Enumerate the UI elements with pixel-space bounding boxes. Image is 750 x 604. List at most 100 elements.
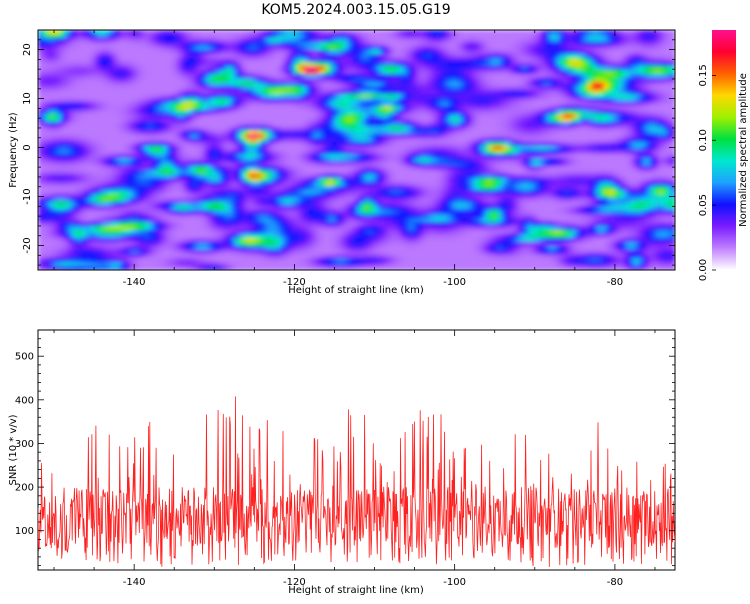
heatmap-cell	[253, 78, 258, 83]
heatmap-cell	[50, 66, 55, 71]
heatmap-cell	[38, 110, 43, 115]
heatmap-cell	[261, 134, 266, 139]
heatmap-cell	[444, 134, 449, 139]
heatmap-cell	[400, 34, 405, 39]
heatmap-cell	[364, 138, 369, 143]
heatmap-cell	[468, 42, 473, 47]
heatmap-cell	[94, 34, 99, 39]
heatmap-cell	[273, 122, 278, 127]
heatmap-cell	[142, 38, 147, 43]
heatmap-cell	[145, 106, 150, 111]
heatmap-cell	[185, 82, 190, 87]
heatmap-cell	[607, 130, 612, 135]
heatmap-cell	[189, 90, 194, 95]
heatmap-cell	[420, 118, 425, 123]
heatmap-cell	[249, 94, 254, 99]
heatmap-cell	[635, 106, 640, 111]
heatmap-cell	[181, 74, 186, 79]
heatmap-cell	[643, 102, 648, 107]
heatmap-cell	[106, 58, 111, 63]
heatmap-cell	[548, 50, 553, 55]
heatmap-cell	[317, 90, 322, 95]
heatmap-cell	[496, 126, 501, 131]
heatmap-cell	[253, 46, 258, 51]
heatmap-cell	[556, 134, 561, 139]
heatmap-cell	[241, 38, 246, 43]
heatmap-cell	[153, 86, 158, 91]
heatmap-cell	[205, 54, 210, 59]
heatmap-cell	[400, 98, 405, 103]
heatmap-cell	[579, 62, 584, 67]
heatmap-cell	[516, 58, 521, 63]
heatmap-cell	[325, 62, 330, 67]
heatmap-cell	[153, 78, 158, 83]
heatmap-cell	[110, 122, 115, 127]
heatmap-cell	[213, 70, 218, 75]
heatmap-cell	[277, 138, 282, 143]
heatmap-cell	[189, 98, 194, 103]
heatmap-cell	[436, 146, 441, 151]
heatmap-cell	[329, 58, 334, 63]
heatmap-cell	[627, 78, 632, 83]
heatmap-cell	[153, 30, 158, 35]
heatmap-cell	[329, 38, 334, 43]
heatmap-cell	[520, 110, 525, 115]
heatmap-cell	[241, 98, 246, 103]
heatmap-cell	[611, 78, 616, 83]
heatmap-cell	[452, 150, 457, 155]
heatmap-cell	[349, 134, 354, 139]
heatmap-cell	[285, 150, 290, 155]
heatmap-cell	[245, 130, 250, 135]
heatmap-cell	[619, 110, 624, 115]
heatmap-cell	[623, 146, 628, 151]
heatmap-cell	[114, 146, 119, 151]
heatmap-cell	[516, 34, 521, 39]
heatmap-cell	[102, 106, 107, 111]
heatmap-cell	[536, 62, 541, 67]
heatmap-cell	[281, 34, 286, 39]
heatmap-cell	[428, 130, 433, 135]
heatmap-cell	[480, 118, 485, 123]
heatmap-cell	[221, 86, 226, 91]
heatmap-cell	[301, 46, 306, 51]
heatmap-cell	[122, 66, 127, 71]
heatmap-cell	[142, 34, 147, 39]
heatmap-cell	[313, 122, 318, 127]
heatmap-cell	[94, 118, 99, 123]
heatmap-cell	[568, 38, 573, 43]
heatmap-cell	[643, 142, 648, 147]
heatmap-cell	[568, 130, 573, 135]
heatmap-cell	[440, 118, 445, 123]
heatmap-cell	[309, 34, 314, 39]
heatmap-cell	[233, 142, 238, 147]
heatmap-cell	[221, 90, 226, 95]
heatmap-cell	[185, 78, 190, 83]
heatmap-cell	[396, 138, 401, 143]
heatmap-cell	[325, 94, 330, 99]
heatmap-cell	[456, 86, 461, 91]
heatmap-cell	[86, 118, 91, 123]
heatmap-cell	[659, 42, 664, 47]
heatmap-cell	[114, 46, 119, 51]
heatmap-cell	[301, 38, 306, 43]
heatmap-cell	[313, 134, 318, 139]
heatmap-cell	[78, 134, 83, 139]
heatmap-cell	[579, 42, 584, 47]
heatmap-cell	[540, 30, 545, 35]
heatmap-cell	[432, 122, 437, 127]
heatmap-cell	[189, 46, 194, 51]
heatmap-cell	[130, 30, 135, 35]
heatmap-cell	[424, 106, 429, 111]
heatmap-cell	[233, 110, 238, 115]
heatmap-cell	[368, 82, 373, 87]
heatmap-cell	[233, 42, 238, 47]
heatmap-cell	[615, 38, 620, 43]
heatmap-cell	[560, 134, 565, 139]
heatmap-cell	[380, 70, 385, 75]
heatmap-cell	[583, 86, 588, 91]
heatmap-cell	[456, 42, 461, 47]
heatmap-cell	[480, 90, 485, 95]
heatmap-cell	[388, 58, 393, 63]
heatmap-cell	[161, 106, 166, 111]
heatmap-cell	[663, 102, 668, 107]
